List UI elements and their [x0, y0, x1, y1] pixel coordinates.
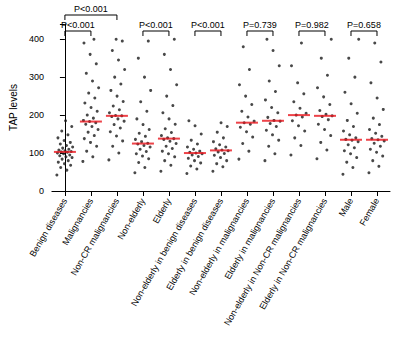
svg-text:Benign diseases: Benign diseases: [28, 196, 70, 259]
svg-text:100: 100: [29, 148, 44, 158]
svg-text:Elderly in Non-CR malignancies: Elderly in Non-CR malignancies: [257, 196, 329, 311]
svg-text:Elderly: Elderly: [151, 196, 174, 225]
svg-text:200: 200: [29, 110, 44, 120]
svg-text:Elderly in malignancies: Elderly in malignancies: [222, 196, 278, 282]
svg-text:P<0.001: P<0.001: [191, 20, 225, 30]
svg-text:400: 400: [29, 34, 44, 44]
svg-text:Malignancies: Malignancies: [60, 196, 96, 247]
svg-text:P<0.001: P<0.001: [74, 4, 108, 14]
svg-text:P=0.739: P=0.739: [243, 20, 277, 30]
svg-text:300: 300: [29, 72, 44, 82]
svg-text:0: 0: [39, 186, 44, 196]
svg-text:P<0.001: P<0.001: [139, 20, 173, 30]
svg-text:Non-elderly: Non-elderly: [116, 196, 148, 241]
svg-text:Elderly in benign diseases: Elderly in benign diseases: [164, 196, 226, 292]
svg-text:Non-elderly in benign diseases: Non-elderly in benign diseases: [129, 196, 200, 308]
svg-text:P=0.982: P=0.982: [295, 20, 329, 30]
svg-text:Male: Male: [337, 196, 355, 218]
svg-text:Non-elderly in malignancies: Non-elderly in malignancies: [187, 196, 252, 298]
svg-text:TAP levels: TAP levels: [8, 84, 19, 131]
svg-text:Non-elderly in Non-CR malignan: Non-elderly in Non-CR malignancies: [222, 196, 304, 328]
svg-text:Non-CR malignancies: Non-CR malignancies: [69, 196, 122, 277]
svg-text:P=0.658: P=0.658: [347, 20, 381, 30]
svg-text:P<0.001: P<0.001: [61, 20, 95, 30]
svg-text:Female: Female: [358, 196, 382, 227]
